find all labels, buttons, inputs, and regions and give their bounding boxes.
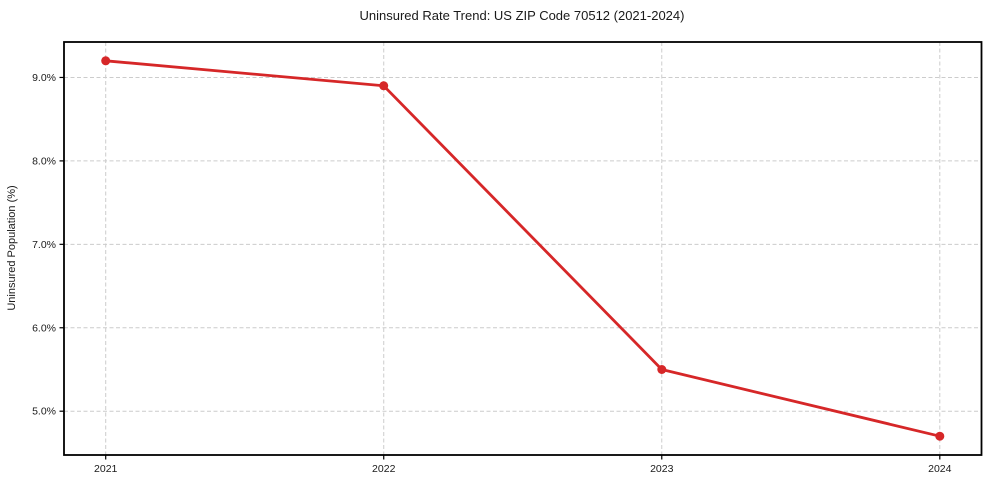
x-tick-label: 2024 xyxy=(928,463,952,475)
x-tick-label: 2021 xyxy=(94,463,118,475)
trend-line xyxy=(104,59,942,438)
plot-background xyxy=(64,42,982,455)
data-point-2024 xyxy=(935,431,945,441)
y-tick-label: 6.0% xyxy=(32,322,56,334)
y-tick-label: 5.0% xyxy=(32,406,56,418)
data-point-2021 xyxy=(101,56,111,66)
y-tick-label: 7.0% xyxy=(32,239,56,251)
axis-ticks: 5.0% 6.0% 7.0% 8.0% 9.0% 2021 2022 2023 2024 xyxy=(32,72,952,475)
y-tick-label: 9.0% xyxy=(32,72,56,84)
y-axis-label: Uninsured Population (%) xyxy=(6,185,18,310)
trend-line-series xyxy=(101,56,945,441)
x-tick-label: 2022 xyxy=(372,463,396,475)
plot-border xyxy=(63,41,983,456)
y-tick-label: 8.0% xyxy=(32,155,56,167)
data-point-2023 xyxy=(657,365,667,374)
grid-lines xyxy=(64,42,982,455)
chart-title: Uninsured Rate Trend: US ZIP Code 70512 … xyxy=(360,8,685,23)
data-point-2022 xyxy=(379,81,389,91)
x-tick-label: 2023 xyxy=(650,463,674,475)
